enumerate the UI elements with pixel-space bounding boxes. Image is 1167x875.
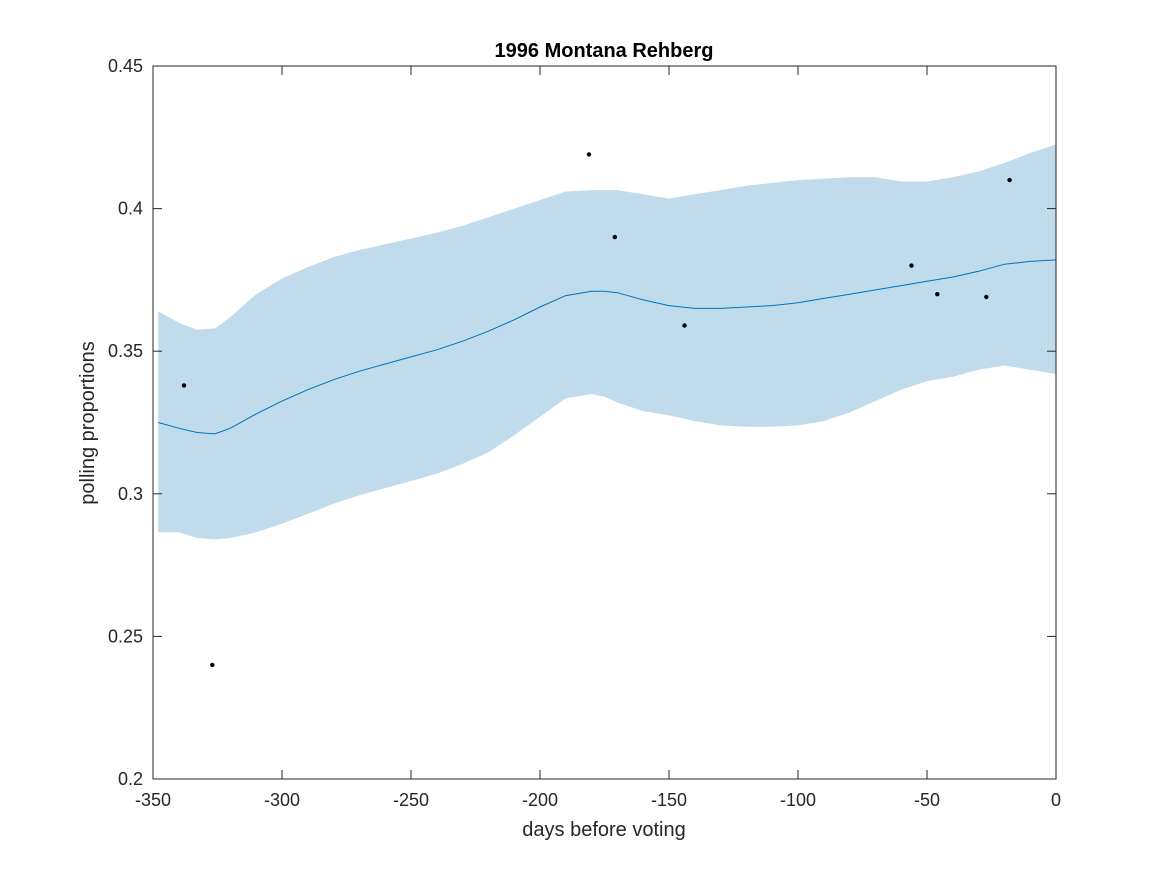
data-point	[935, 292, 940, 297]
y-tick-label: 0.35	[108, 341, 143, 361]
x-tick-label: -300	[264, 790, 300, 810]
axes-box	[152, 65, 1057, 780]
x-tick-label: -50	[914, 790, 940, 810]
data-point	[682, 323, 687, 328]
x-tick-label: -250	[393, 790, 429, 810]
data-point	[909, 263, 914, 268]
x-tick-label: -150	[651, 790, 687, 810]
data-points	[181, 152, 1012, 668]
x-tick-label: -200	[522, 790, 558, 810]
trend-line	[158, 259, 1057, 435]
y-tick-label: 0.25	[108, 626, 143, 646]
data-point	[586, 152, 592, 157]
y-tick-label: 0.4	[118, 199, 143, 219]
chart-title: 1996 Montana Rehberg	[495, 40, 714, 62]
x-axis-label: days before voting	[522, 819, 685, 841]
x-tick-label: -350	[135, 790, 171, 810]
x-tick-label: 0	[1051, 790, 1061, 810]
confidence-band	[158, 144, 1056, 540]
data-point	[1007, 177, 1012, 183]
x-axis-ticks: -350 -300 -250 -200 -150 -100 -50 0	[135, 66, 1061, 810]
data-point	[181, 383, 187, 388]
y-axis-label: polling proportions	[77, 341, 99, 504]
data-point	[984, 294, 989, 300]
data-point	[210, 662, 215, 668]
x-tick-label: -100	[780, 790, 816, 810]
y-tick-label: 0.2	[118, 769, 143, 789]
y-tick-label: 0.45	[108, 56, 143, 76]
data-point	[612, 234, 617, 240]
y-axis-ticks: 0.2 0.25 0.3 0.35 0.4 0.45	[108, 56, 1056, 789]
y-tick-label: 0.3	[118, 484, 143, 504]
